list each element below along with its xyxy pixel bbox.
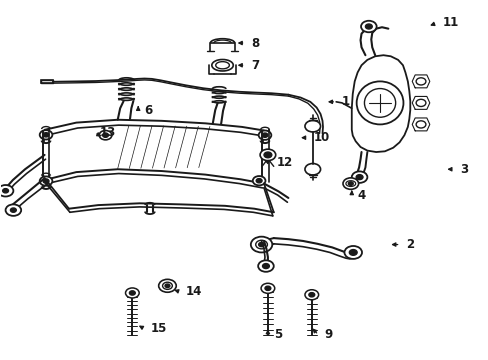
Circle shape (250, 237, 272, 252)
Circle shape (252, 176, 265, 185)
Text: 11: 11 (442, 17, 458, 30)
Text: 8: 8 (251, 36, 259, 50)
Text: 9: 9 (324, 328, 332, 341)
Text: 4: 4 (357, 189, 365, 202)
Circle shape (264, 286, 270, 291)
Circle shape (365, 24, 371, 29)
Circle shape (347, 182, 352, 185)
Circle shape (0, 185, 13, 197)
Circle shape (262, 264, 269, 269)
Circle shape (164, 284, 169, 288)
Circle shape (102, 133, 108, 137)
Text: 1: 1 (341, 95, 349, 108)
Circle shape (99, 131, 112, 140)
Circle shape (10, 208, 16, 212)
Circle shape (125, 288, 139, 298)
Polygon shape (41, 80, 53, 83)
Text: 2: 2 (406, 238, 414, 251)
Circle shape (348, 249, 356, 255)
Circle shape (415, 121, 425, 128)
Circle shape (256, 179, 262, 183)
Polygon shape (351, 55, 409, 152)
Circle shape (351, 171, 366, 183)
Circle shape (258, 260, 273, 272)
Text: 7: 7 (251, 59, 259, 72)
Circle shape (129, 291, 135, 295)
Text: 13: 13 (100, 126, 116, 139)
Circle shape (262, 133, 267, 137)
Text: 15: 15 (150, 322, 166, 335)
Text: 12: 12 (276, 156, 292, 169)
Circle shape (258, 131, 271, 140)
Text: 10: 10 (313, 131, 329, 144)
Circle shape (261, 283, 274, 293)
Text: 14: 14 (185, 285, 202, 298)
Circle shape (305, 290, 318, 300)
Circle shape (415, 99, 425, 107)
Circle shape (158, 279, 176, 292)
Circle shape (355, 175, 362, 180)
Circle shape (2, 189, 8, 193)
Circle shape (258, 242, 264, 247)
Circle shape (415, 78, 425, 85)
Circle shape (305, 121, 320, 132)
Circle shape (264, 152, 271, 158)
Circle shape (305, 163, 320, 175)
Text: 3: 3 (459, 163, 467, 176)
Circle shape (40, 130, 52, 139)
Circle shape (344, 246, 361, 259)
Circle shape (360, 21, 376, 32)
Circle shape (43, 179, 49, 183)
Circle shape (40, 176, 52, 186)
Circle shape (260, 149, 275, 161)
Text: 5: 5 (273, 328, 282, 341)
Circle shape (308, 293, 314, 297)
Circle shape (342, 178, 358, 189)
Circle shape (43, 133, 49, 137)
Circle shape (5, 204, 21, 216)
Text: 6: 6 (144, 104, 152, 117)
